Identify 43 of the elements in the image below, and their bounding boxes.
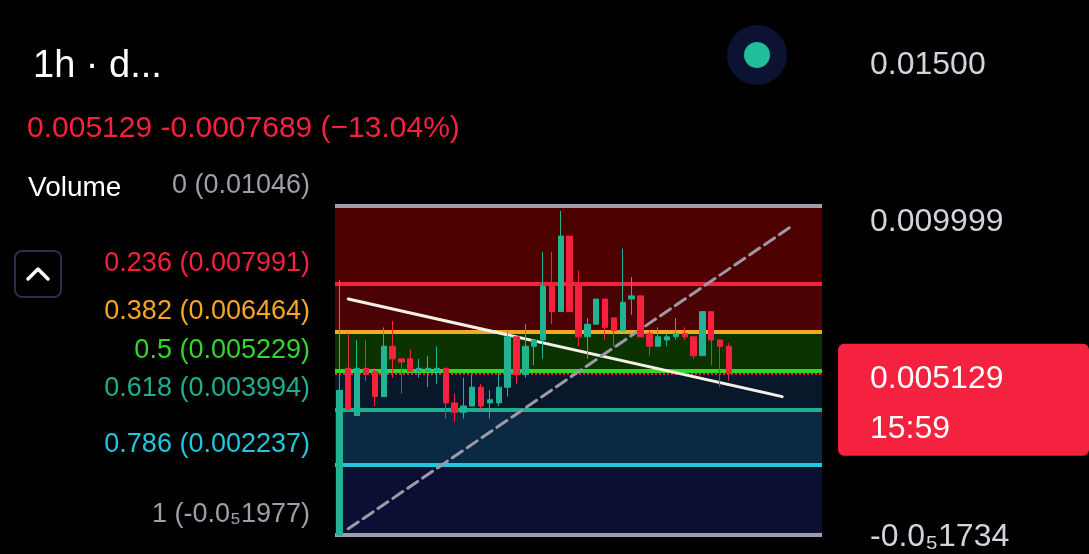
candlestick [443,367,449,420]
candlestick [646,330,653,357]
ref-line-label: 0 (0.01046) [171,168,310,199]
text: Volume [28,170,122,202]
candlestick [708,311,714,366]
ref-line-label: 0.005129 15:59 [870,358,1004,445]
candlestick [620,248,626,332]
y-tick-label: -0.0₅1734 [870,517,1010,554]
candlestick [655,326,661,347]
candlestick [673,317,679,341]
candlestick [593,298,599,325]
ref-line-label: 0.786 (0.002237) [104,427,310,458]
candlestick [522,323,529,379]
candlestick [504,330,511,398]
ref-line-label: 0.236 (0.007991) [104,246,310,277]
y-tick-label: 0.009999 [870,202,1004,239]
candlestick [496,370,502,407]
candlestick [540,251,546,360]
candlestick [628,276,635,316]
candlestick [637,295,644,338]
candlestick [584,317,591,360]
text: 0.005129 -0.0007689 (−13.04%) [27,109,460,143]
candlestick [425,355,431,388]
ref-line-label: 0.618 (0.003994) [104,372,310,403]
candlestick [558,210,564,313]
text: 1h · d... [33,43,162,85]
ref-line-label: 1 (-0.0₅1977) [152,498,310,529]
candlestick [363,339,369,382]
candlestick [690,336,697,360]
candlestick [602,298,608,341]
candlestick [478,383,484,410]
y-tick-label: 0.01500 [870,44,986,81]
candlestick [699,311,706,357]
candlestick [664,333,670,347]
candlestick [531,339,537,366]
ref-line-label: 0.382 (0.006464) [104,294,310,325]
candlestick [416,358,422,379]
candlestick [451,392,458,423]
candlestick [682,326,688,341]
candlestick [434,345,440,385]
candlestick [611,317,617,347]
candlestick [381,326,387,398]
ref-line-label: 0.5 (0.005229) [134,333,310,364]
